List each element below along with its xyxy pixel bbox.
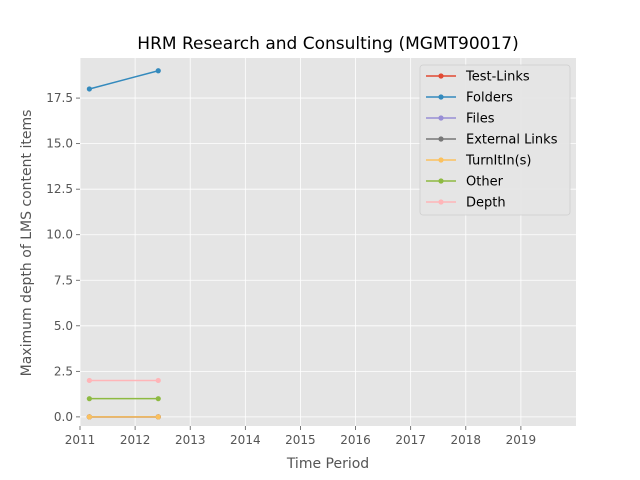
legend: Test-Links Folders Files External Links Turn…	[419, 64, 571, 216]
y-tick-label: 0.0	[54, 410, 73, 424]
legend-swatch-marker	[438, 136, 444, 142]
y-axis: 0.0 2.5 5.0 7.5 10.0 12.5 15.0 17.5	[46, 91, 80, 424]
legend-label: TurnItIn(s)	[465, 154, 531, 169]
data-point	[155, 68, 161, 74]
data-point	[86, 377, 92, 384]
legend-swatch-marker	[438, 157, 444, 163]
x-tick-label: 2018	[451, 433, 482, 447]
x-axis: 2011 2012 2013 2014 2015 2016 2017 2018 2019	[65, 426, 536, 447]
legend-swatch-marker	[438, 199, 444, 205]
x-tick-label: 2014	[230, 433, 261, 447]
legend-swatch-marker	[438, 178, 444, 184]
legend-entry: Depth	[426, 196, 506, 211]
series-layer	[86, 68, 161, 420]
legend-label: Depth	[466, 196, 506, 211]
series-turnitin-s	[86, 414, 161, 420]
data-point	[155, 396, 161, 402]
legend-box	[419, 64, 571, 216]
series-line	[89, 70, 159, 90]
y-tick-label: 5.0	[54, 319, 73, 333]
legend-entry: External Links	[426, 133, 558, 148]
series-folders	[86, 68, 161, 92]
x-tick-label: 2019	[506, 433, 537, 447]
data-point	[155, 377, 161, 384]
series-depth	[86, 377, 161, 384]
legend-entry: Test-Links	[426, 70, 530, 85]
data-point	[86, 86, 92, 92]
x-tick-label: 2013	[175, 433, 206, 447]
series-other	[86, 396, 161, 402]
y-tick-label: 12.5	[46, 182, 73, 196]
legend-entry: TurnItIn(s)	[426, 154, 531, 169]
data-point	[155, 414, 161, 420]
legend-swatch-marker	[438, 73, 444, 79]
chart-title: HRM Research and Consulting (MGMT90017)	[137, 34, 518, 54]
y-tick-label: 2.5	[54, 364, 73, 378]
data-point	[86, 414, 92, 420]
data-point	[86, 396, 92, 402]
y-axis-label: Maximum depth of LMS content items	[19, 110, 35, 377]
x-tick-label: 2015	[285, 433, 316, 447]
legend-label: Folders	[466, 91, 513, 106]
x-axis-label: Time Period	[286, 456, 369, 472]
y-tick-label: 7.5	[54, 273, 73, 287]
x-tick-label: 2016	[340, 433, 371, 447]
legend-entry: Other	[426, 175, 504, 190]
x-tick-label: 2011	[65, 433, 96, 447]
legend-swatch-marker	[438, 115, 444, 121]
legend-label: Files	[466, 112, 495, 127]
legend-entry: Files	[426, 112, 495, 127]
x-tick-label: 2017	[395, 433, 426, 447]
legend-swatch-marker	[438, 94, 444, 100]
legend-label: Other	[466, 175, 504, 190]
x-tick-label: 2012	[120, 433, 151, 447]
legend-entry: Folders	[426, 91, 513, 106]
y-tick-label: 15.0	[46, 137, 73, 151]
y-tick-label: 10.0	[46, 228, 73, 242]
y-tick-label: 17.5	[46, 91, 73, 105]
legend-label: External Links	[466, 133, 558, 148]
legend-label: Test-Links	[465, 70, 530, 85]
